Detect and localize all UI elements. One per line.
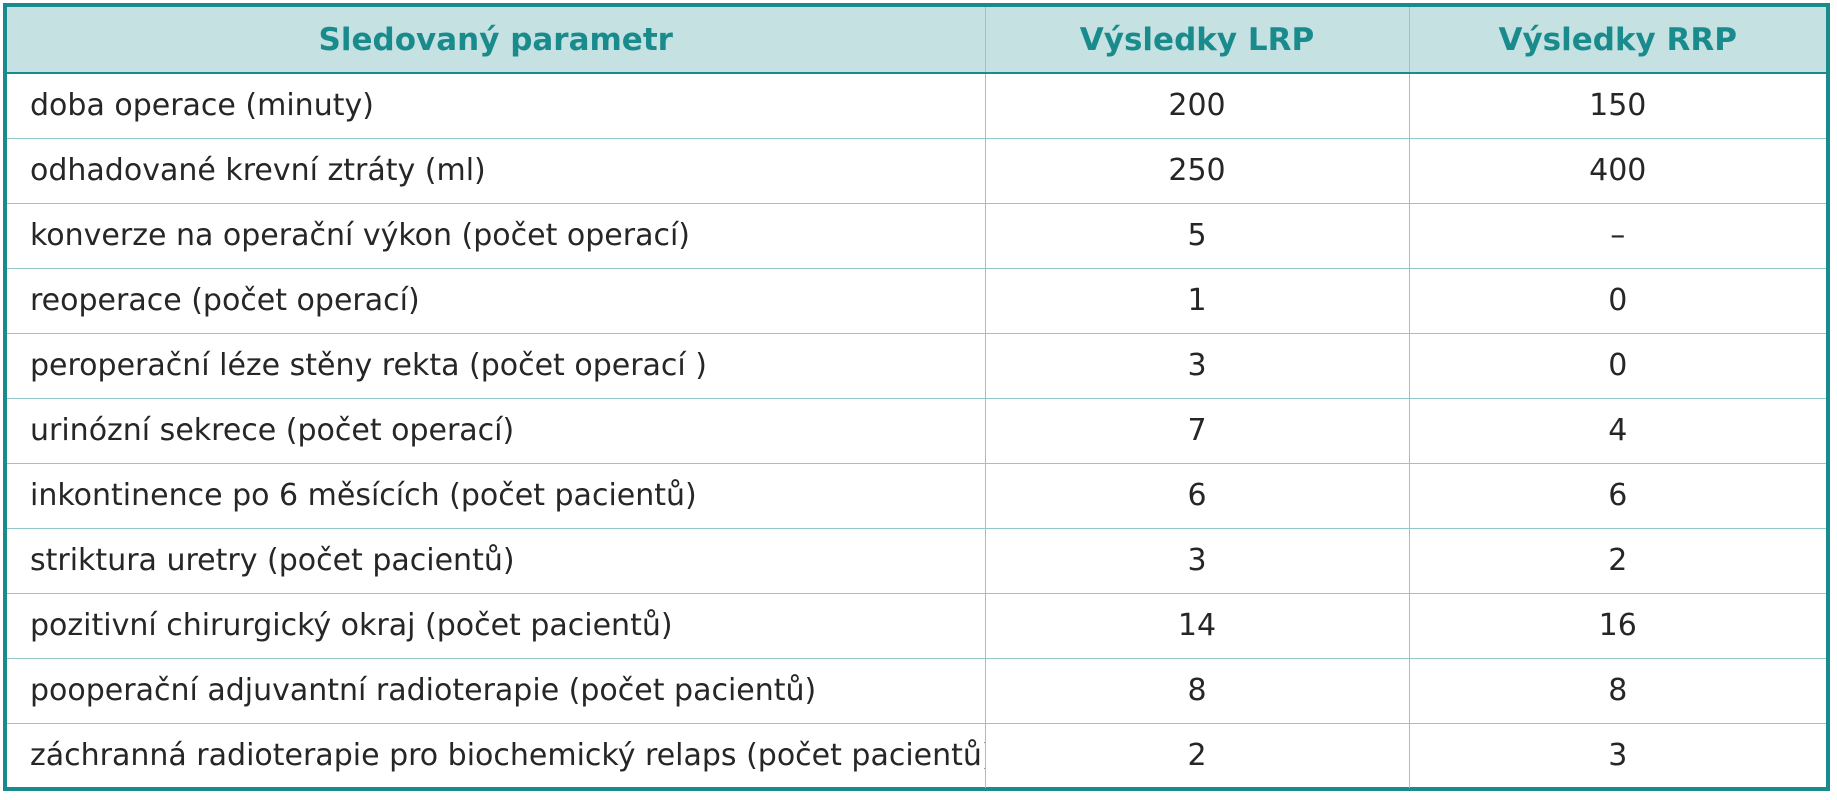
table-row: odhadované krevní ztráty (ml) 250 400	[7, 137, 1826, 204]
lrp-value-cell: 3	[984, 332, 1410, 399]
parameter-cell: konverze na operační výkon (počet operac…	[7, 202, 986, 269]
parameter-cell: záchranná radioterapie pro biochemický r…	[7, 722, 986, 788]
lrp-value-cell: 7	[984, 397, 1410, 464]
table-body: doba operace (minuty) 200 150 odhadované kr…	[7, 73, 1826, 788]
table-row: urinózní sekrece (počet operací) 7 4	[7, 397, 1826, 464]
rrp-value-cell: 400	[1408, 137, 1826, 204]
rrp-value-cell: 6	[1408, 462, 1826, 529]
rrp-value-cell: 4	[1408, 397, 1826, 464]
rrp-value-cell: 2	[1408, 527, 1826, 594]
parameter-cell: doba operace (minuty)	[7, 73, 986, 139]
parameter-cell: peroperační léze stěny rekta (počet oper…	[7, 332, 986, 399]
table-row: peroperační léze stěny rekta (počet oper…	[7, 332, 1826, 399]
header-parameter: Sledovaný parametr	[7, 7, 986, 74]
rrp-value-cell: 16	[1408, 592, 1826, 659]
header-row: Sledovaný parametr Výsledky LRP Výsledky…	[7, 7, 1826, 74]
parameter-cell: odhadované krevní ztráty (ml)	[7, 137, 986, 204]
rrp-value-cell: 3	[1408, 722, 1826, 788]
table-row: doba operace (minuty) 200 150	[7, 73, 1826, 139]
results-table: Sledovaný parametr Výsledky LRP Výsledky…	[7, 7, 1826, 788]
parameter-cell: reoperace (počet operací)	[7, 267, 986, 334]
rrp-value-cell: 150	[1408, 73, 1826, 139]
table-row: reoperace (počet operací) 1 0	[7, 267, 1826, 334]
rrp-value-cell: 0	[1408, 332, 1826, 399]
parameter-cell: striktura uretry (počet pacientů)	[7, 527, 986, 594]
header-lrp-results: Výsledky LRP	[984, 7, 1410, 74]
parameter-cell: pozitivní chirurgický okraj (počet pacie…	[7, 592, 986, 659]
rrp-value-cell: 0	[1408, 267, 1826, 334]
parameter-cell: inkontinence po 6 měsících (počet pacien…	[7, 462, 986, 529]
lrp-value-cell: 200	[984, 73, 1410, 139]
lrp-value-cell: 1	[984, 267, 1410, 334]
lrp-value-cell: 3	[984, 527, 1410, 594]
lrp-value-cell: 5	[984, 202, 1410, 269]
table-row: konverze na operační výkon (počet operac…	[7, 202, 1826, 269]
table-header: Sledovaný parametr Výsledky LRP Výsledky…	[7, 7, 1826, 74]
header-rrp-results: Výsledky RRP	[1408, 7, 1826, 74]
parameter-cell: urinózní sekrece (počet operací)	[7, 397, 986, 464]
table-row: striktura uretry (počet pacientů) 3 2	[7, 527, 1826, 594]
table-row: záchranná radioterapie pro biochemický r…	[7, 722, 1826, 788]
table-row: pozitivní chirurgický okraj (počet pacie…	[7, 592, 1826, 659]
table-row: pooperační adjuvantní radioterapie (poče…	[7, 657, 1826, 724]
table-row: inkontinence po 6 měsících (počet pacien…	[7, 462, 1826, 529]
parameter-cell: pooperační adjuvantní radioterapie (poče…	[7, 657, 986, 724]
rrp-value-cell: 8	[1408, 657, 1826, 724]
lrp-value-cell: 2	[984, 722, 1410, 788]
lrp-value-cell: 6	[984, 462, 1410, 529]
lrp-value-cell: 8	[984, 657, 1410, 724]
results-table-frame: Sledovaný parametr Výsledky LRP Výsledky…	[3, 3, 1830, 791]
rrp-value-cell: –	[1408, 202, 1826, 269]
lrp-value-cell: 14	[984, 592, 1410, 659]
lrp-value-cell: 250	[984, 137, 1410, 204]
